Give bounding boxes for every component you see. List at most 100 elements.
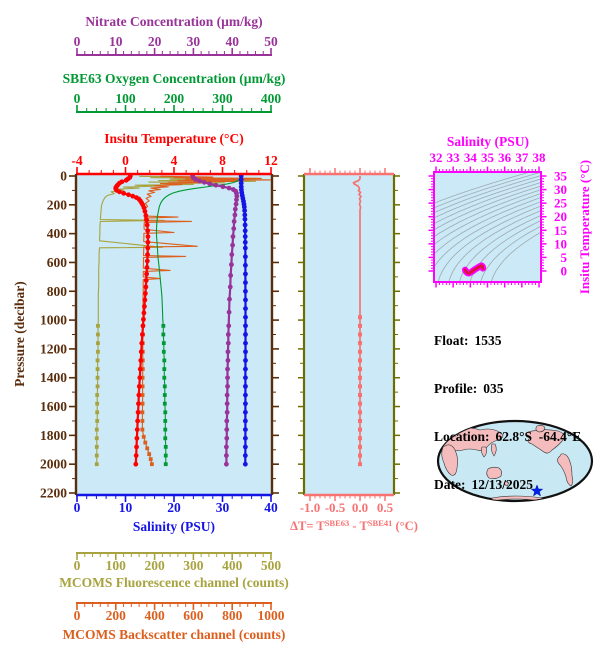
oxygen-axis: 0 100 200 300 400	[74, 91, 282, 113]
tick-label: 400	[222, 558, 243, 573]
tick-label: 35	[481, 150, 495, 165]
tick-label: 20	[148, 34, 162, 49]
tick-label: 1400	[40, 370, 67, 385]
tick-label: 4	[171, 153, 178, 168]
tick-label: 2000	[40, 457, 67, 472]
tick-label: 30	[216, 500, 230, 515]
tick-label: 400	[47, 226, 68, 241]
pressure-axis: 0 200 400 600 800 1000 1200 1400 1600 1800 2000 220…	[40, 169, 279, 501]
tick-label: 8	[219, 153, 226, 168]
ts-temperature-axis-title: Insitu Temperature (°C)	[577, 159, 592, 295]
delta-t-axis-title: ΔT= TSBE63 - TSBE41 (°C)	[274, 518, 434, 534]
nitrate-axis: 0 10 20 30 40 50	[74, 34, 278, 56]
tick-label: 2200	[40, 486, 67, 501]
delta-t-title-part: - T	[349, 519, 368, 533]
delta-t-sup-sbe41: SBE41	[367, 518, 393, 528]
tick-label: 34	[464, 150, 478, 165]
tick-label: 25	[554, 196, 568, 211]
date-value: 12/13/2025	[471, 477, 533, 492]
tick-label: 0.0	[352, 500, 368, 515]
tick-label: 15	[554, 223, 568, 238]
profile-value: 035	[483, 381, 504, 396]
tick-label: 37	[515, 150, 529, 165]
profile-line: Profile: 035	[434, 381, 581, 397]
tick-label: -0.5	[325, 500, 346, 515]
backscatter-axis: 0 200 400 600 800 1000	[74, 602, 285, 623]
delta-t-plot-curve	[352, 176, 363, 467]
tick-label: 20	[554, 209, 567, 224]
tick-label: 10	[119, 500, 133, 515]
delta-t-title-part: (°C)	[392, 519, 418, 533]
fluorescence-axis-title: MCOMS Fluorescence channel (counts)	[59, 575, 289, 590]
tick-label: 33	[447, 150, 461, 165]
tick-label: 100	[106, 558, 127, 573]
location-line: Location: 62.8°S -64.4°E	[434, 429, 581, 445]
tick-label: 0.5	[377, 500, 394, 515]
tick-label: 800	[222, 608, 243, 623]
oxygen-axis-title: SBE63 Oxygen Concentration (µm/kg)	[62, 71, 286, 86]
salinity-axis-title: Salinity (PSU)	[132, 519, 216, 534]
tick-label: -4	[71, 153, 82, 168]
tick-label: 0	[74, 34, 81, 49]
main-profile-plot-curves	[94, 174, 272, 467]
ts-profile-curve	[461, 262, 487, 277]
tick-label: 400	[144, 608, 165, 623]
location-value: 62.8°S -64.4°E	[495, 429, 582, 444]
backscatter-axis-title: MCOMS Backscatter channel (counts)	[62, 627, 286, 642]
tick-label: 20	[167, 500, 181, 515]
temperature-profile-curve	[113, 174, 151, 467]
tick-label: 30	[554, 182, 567, 197]
delta-t-title-part: ΔT= T	[290, 519, 325, 533]
tick-label: 40	[264, 500, 278, 515]
tick-label: 0	[74, 91, 81, 106]
tick-label: 5	[561, 250, 568, 265]
tick-label: 40	[225, 34, 239, 49]
tick-label: 0	[122, 153, 129, 168]
tick-label: 36	[498, 150, 512, 165]
tick-label: 1000	[40, 313, 67, 328]
tick-label: 300	[183, 558, 204, 573]
float-location-star-icon	[530, 484, 544, 497]
fluorescence-axis: 0 100 200 300 400 500	[74, 552, 282, 573]
float-label: Float:	[434, 333, 469, 348]
nitrate-axis-title: Nitrate Concentration (µm/kg)	[85, 14, 263, 29]
tick-label: 50	[264, 34, 278, 49]
tick-label: 0	[561, 264, 568, 279]
tick-label: 10	[554, 236, 567, 251]
tick-label: 1600	[40, 399, 67, 414]
tick-label: 200	[47, 197, 68, 212]
date-label: Date:	[434, 477, 466, 492]
float-info: Float: 1535 Profile: 035 Location: 62.8°S -…	[434, 301, 581, 525]
tick-label: 1200	[40, 341, 67, 356]
date-line: Date: 12/13/2025	[434, 477, 581, 493]
tick-label: 38	[533, 150, 547, 165]
tick-label: 0	[60, 169, 67, 184]
tick-label: 0	[74, 558, 81, 573]
tick-label: 200	[144, 558, 165, 573]
tick-label: 500	[261, 558, 282, 573]
tick-label: 200	[106, 608, 127, 623]
profile-label: Profile:	[434, 381, 478, 396]
tick-label: 35	[554, 169, 568, 184]
float-id-line: Float: 1535	[434, 333, 581, 349]
ts-density-contours	[434, 172, 541, 282]
tick-label: 32	[430, 150, 443, 165]
tick-label: 0	[74, 500, 81, 515]
tick-label: 600	[47, 255, 68, 270]
oxygen-profile-curve	[155, 175, 241, 467]
tick-label: 10	[109, 34, 123, 49]
temperature-axis: -4 0 4 8 12	[71, 153, 278, 176]
tick-label: 12	[264, 153, 278, 168]
delta-t-sup-sbe63: SBE63	[324, 518, 350, 528]
tick-label: 200	[164, 91, 185, 106]
tick-label: 0	[74, 608, 81, 623]
location-label: Location:	[434, 429, 490, 444]
tick-label: 1000	[258, 608, 285, 623]
salinity-axis: 0 10 20 30 40	[74, 493, 278, 515]
salinity-profile-curve	[238, 174, 248, 467]
tick-label: 400	[261, 91, 282, 106]
float-value: 1535	[474, 333, 502, 348]
tick-label: 800	[47, 284, 68, 299]
